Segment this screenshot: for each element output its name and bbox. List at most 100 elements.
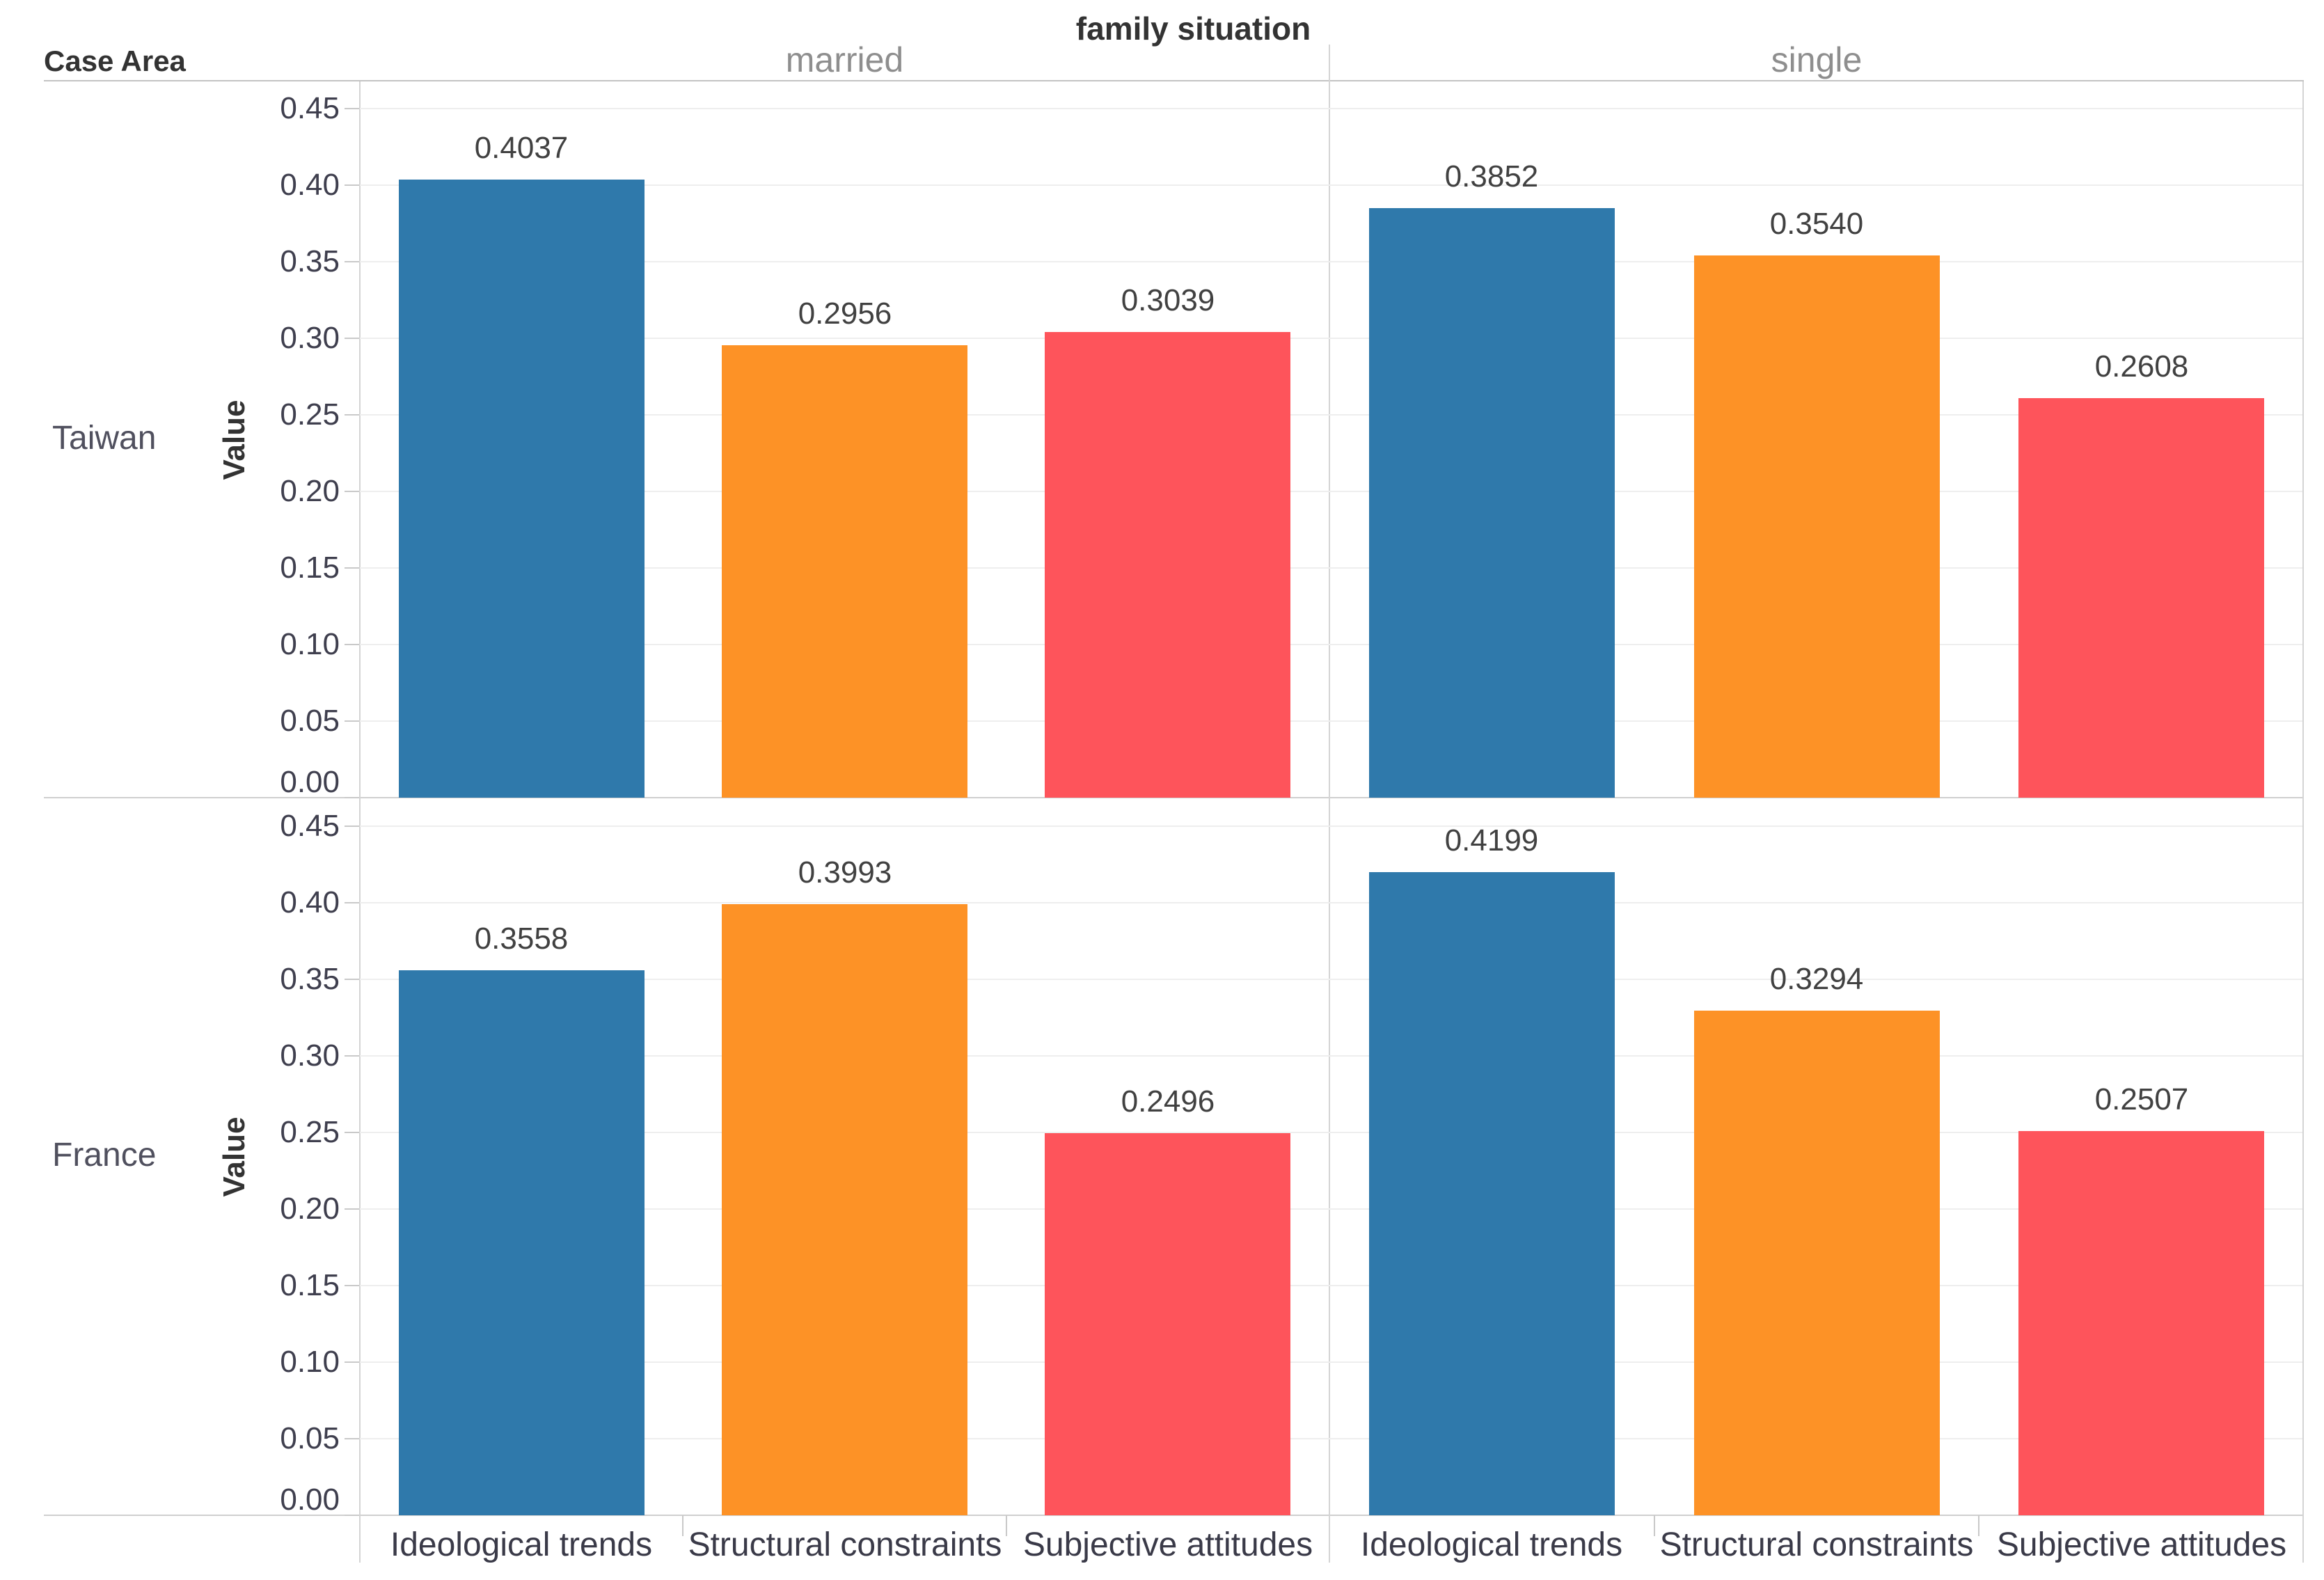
bar-value-label: 0.3294 <box>1769 962 1864 996</box>
y-axis-tick <box>345 108 359 109</box>
gridline <box>360 184 2302 186</box>
y-tick-label: 0.10 <box>280 627 340 661</box>
bar-france-single-structural-constraints[interactable] <box>1694 1011 1940 1515</box>
bar-france-single-subjective-attitudes[interactable] <box>2018 1131 2264 1515</box>
gridline <box>360 1438 2302 1439</box>
y-tick-label: 0.40 <box>280 885 340 919</box>
y-tick-label: 0.00 <box>280 1483 340 1517</box>
gridline <box>360 567 2302 569</box>
bar-taiwan-married-structural-constraints[interactable] <box>722 345 967 798</box>
gridline <box>360 902 2302 903</box>
bar-taiwan-married-ideological-trends[interactable] <box>399 180 645 798</box>
y-axis-tick <box>345 1132 359 1133</box>
panel-right-border <box>2302 81 2304 1563</box>
bar-taiwan-single-subjective-attitudes[interactable] <box>2018 398 2264 798</box>
y-tick-label: 0.30 <box>280 1038 340 1073</box>
y-axis-tick <box>345 184 359 186</box>
gridline <box>360 979 2302 980</box>
gridline <box>360 1055 2302 1057</box>
y-tick-label: 0.15 <box>280 1268 340 1302</box>
bar-value-label: 0.3540 <box>1769 207 1864 241</box>
y-axis-tick <box>345 902 359 903</box>
y-tick-label: 0.40 <box>280 168 340 202</box>
gridline <box>360 644 2302 645</box>
gridline <box>360 825 2302 827</box>
y-tick-label: 0.20 <box>280 1192 340 1226</box>
gridline <box>360 338 2302 339</box>
y-tick-label: 0.00 <box>280 765 340 799</box>
bar-france-married-structural-constraints[interactable] <box>722 904 967 1515</box>
y-tick-label: 0.20 <box>280 474 340 508</box>
bar-france-married-ideological-trends[interactable] <box>399 970 645 1515</box>
bar-value-label: 0.4199 <box>1444 823 1539 858</box>
y-axis-tick <box>345 261 359 262</box>
y-axis-tick <box>345 1285 359 1286</box>
y-axis-tick <box>345 825 359 827</box>
panel-column-divider <box>1329 45 1330 1563</box>
gridline <box>360 1361 2302 1363</box>
y-axis-tick <box>345 1208 359 1210</box>
y-tick-label: 0.35 <box>280 962 340 996</box>
bar-value-label: 0.3852 <box>1444 159 1539 193</box>
y-tick-label: 0.35 <box>280 244 340 278</box>
gridline <box>360 108 2302 109</box>
gridline <box>360 491 2302 492</box>
y-axis-tick <box>345 720 359 722</box>
y-tick-label: 0.05 <box>280 1421 340 1455</box>
bar-value-label: 0.4037 <box>474 131 569 165</box>
x-axis-tick <box>1654 1515 1655 1536</box>
y-tick-label: 0.25 <box>280 1115 340 1149</box>
y-tick-label: 0.15 <box>280 551 340 585</box>
gridline <box>360 1132 2302 1133</box>
column-header-married: married <box>785 40 904 79</box>
bar-france-single-ideological-trends[interactable] <box>1369 872 1615 1515</box>
x-category-label: Subjective attitudes <box>1022 1526 1313 1563</box>
bottom-axis-line <box>44 1515 2304 1516</box>
y-tick-label: 0.05 <box>280 704 340 738</box>
bar-value-label: 0.2608 <box>2094 349 2189 384</box>
x-category-label: Structural constraints <box>688 1526 1002 1563</box>
y-axis-tick <box>345 644 359 645</box>
y-tick-label: 0.25 <box>280 397 340 432</box>
x-category-label: Structural constraints <box>1659 1526 1974 1563</box>
y-axis-tick <box>345 797 359 798</box>
bar-taiwan-single-structural-constraints[interactable] <box>1694 255 1940 798</box>
bar-taiwan-married-subjective-attitudes[interactable] <box>1045 332 1290 798</box>
y-axis-tick <box>345 491 359 492</box>
gridline <box>360 261 2302 262</box>
bar-france-married-subjective-attitudes[interactable] <box>1045 1133 1290 1515</box>
x-category-label: Ideological trends <box>1360 1526 1623 1563</box>
gridline <box>360 720 2302 722</box>
bar-value-label: 0.3039 <box>1121 283 1215 317</box>
x-axis-tick <box>1006 1515 1007 1536</box>
y-tick-label: 0.10 <box>280 1345 340 1379</box>
bar-value-label: 0.2496 <box>1121 1084 1215 1119</box>
gridline <box>360 1285 2302 1286</box>
row-field-label: Case Area <box>44 45 186 77</box>
x-category-label: Ideological trends <box>390 1526 653 1563</box>
bar-value-label: 0.3558 <box>474 922 569 956</box>
y-axis-tick <box>345 979 359 980</box>
row-header-taiwan: Taiwan <box>52 420 157 457</box>
bar-value-label: 0.3993 <box>798 855 892 890</box>
y-axis-tick <box>345 1515 359 1516</box>
panel-left-border <box>359 81 361 1563</box>
gridline <box>360 1208 2302 1210</box>
x-axis-tick <box>682 1515 683 1536</box>
y-axis-tick <box>345 1438 359 1439</box>
bar-taiwan-single-ideological-trends[interactable] <box>1369 208 1615 798</box>
y-axis-tick <box>345 338 359 339</box>
x-category-label: Subjective attitudes <box>1996 1526 2287 1563</box>
bar-value-label: 0.2956 <box>798 297 892 331</box>
y-axis-tick <box>345 1361 359 1363</box>
y-tick-label: 0.30 <box>280 321 340 355</box>
chart-title: family situation <box>1075 10 1311 47</box>
row-divider <box>44 797 2304 798</box>
header-underline <box>44 80 2304 81</box>
y-tick-label: 0.45 <box>280 91 340 125</box>
y-axis-tick <box>345 567 359 569</box>
gridline <box>360 414 2302 416</box>
row-header-france: France <box>52 1137 157 1174</box>
y-axis-tick <box>345 414 359 416</box>
